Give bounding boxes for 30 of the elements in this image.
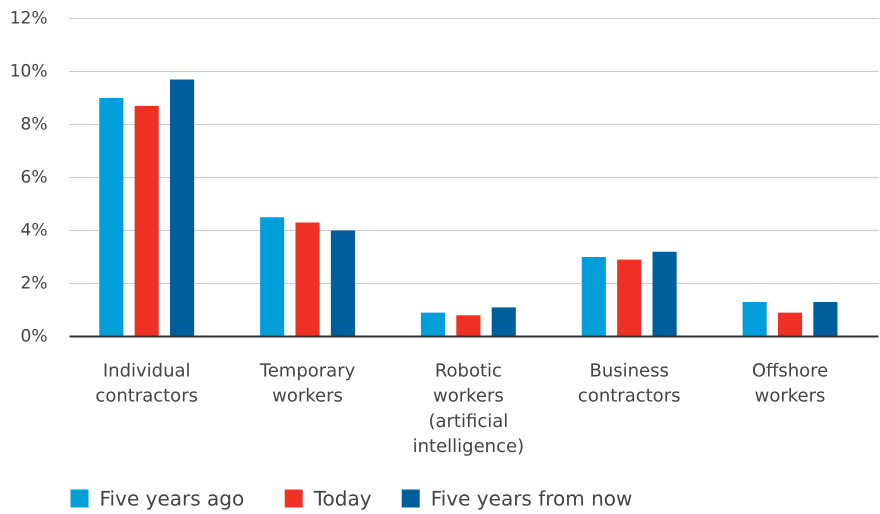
bar <box>330 230 355 336</box>
y-tick-label: 10% <box>10 62 48 82</box>
x-tick-label: Offshore workers <box>752 360 828 407</box>
bar <box>742 302 767 336</box>
bar <box>652 252 677 336</box>
bar <box>617 260 642 336</box>
y-tick-label: 12% <box>10 8 48 28</box>
legend-label: Five years from now <box>430 486 632 510</box>
y-tick-label: 0% <box>20 326 48 346</box>
bar <box>295 222 320 336</box>
bar <box>170 79 194 336</box>
x-tick-label: Business contractors <box>578 360 680 407</box>
x-tick-label: Individual contractors <box>95 360 198 407</box>
y-tick-label: 8% <box>20 114 48 134</box>
bar <box>582 257 606 336</box>
bar <box>813 302 838 336</box>
y-tick-label: 6% <box>20 168 48 188</box>
legend-label: Today <box>312 486 372 510</box>
x-tick-label: Temporary workers <box>258 360 356 407</box>
bar <box>778 312 802 336</box>
x-tick-label: Robotic workers (artificial intelligence) <box>412 360 524 458</box>
bar <box>492 307 516 336</box>
y-tick-label: 4% <box>20 220 48 240</box>
bar <box>134 106 159 336</box>
bar <box>260 217 284 336</box>
y-tick-label: 2% <box>20 274 48 294</box>
bar <box>99 98 124 336</box>
bar <box>420 312 446 336</box>
legend-label: Five years ago <box>100 486 244 510</box>
bar <box>456 315 480 336</box>
